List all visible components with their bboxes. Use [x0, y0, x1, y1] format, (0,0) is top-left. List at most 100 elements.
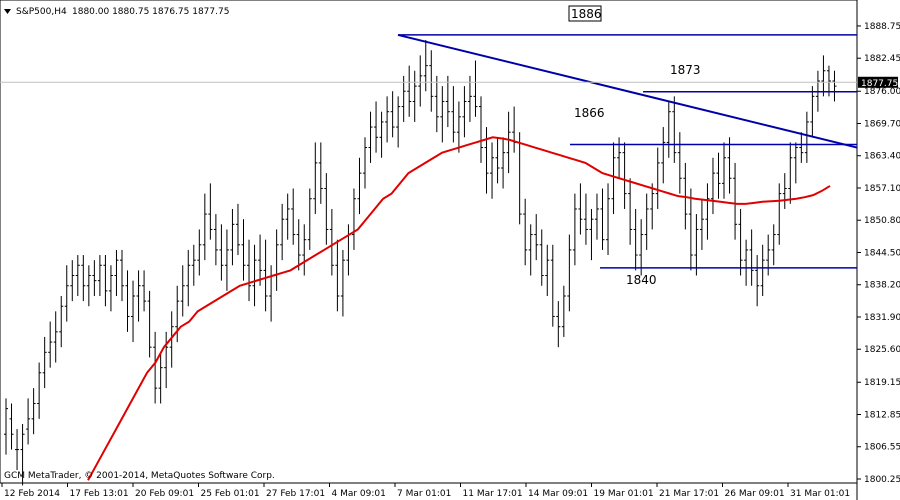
ohlc-bar	[291, 188, 296, 245]
ohlc-bar	[594, 193, 599, 240]
ohlc-bar	[131, 280, 136, 343]
ohlc-bar	[506, 111, 511, 174]
ohlc-bar	[164, 331, 169, 389]
level-labels: 1886 1873 1866 1840	[568, 5, 701, 287]
x-tick-label: 14 Mar 09:01	[528, 489, 588, 499]
y-tick-label: 1825.60	[864, 345, 900, 355]
ohlc-bar	[385, 96, 390, 143]
ohlc-bar	[688, 188, 693, 271]
ohlc-bar	[379, 111, 384, 158]
ohlc-bar	[467, 75, 472, 122]
chart-menu-triangle-icon[interactable]	[4, 9, 11, 14]
ohlc-bar	[583, 193, 588, 245]
ohlc-bar	[666, 101, 671, 158]
level-label: 1873	[670, 63, 701, 77]
ohlc-bar	[302, 224, 307, 276]
ohlc-bar	[755, 255, 760, 307]
ohlc-bar	[572, 193, 577, 266]
moving-average	[87, 136, 831, 481]
downtrend-line	[397, 33, 858, 149]
ohlc-bar	[639, 219, 644, 276]
ohlc-bar	[258, 234, 263, 286]
ohlc-bar	[296, 219, 301, 271]
ohlc-bar	[97, 255, 102, 296]
x-tick-label: 31 Mar 01:01	[790, 489, 850, 499]
level-label: 1866	[574, 106, 605, 120]
ohlc-bar	[777, 183, 782, 245]
ohlc-bar	[832, 70, 837, 102]
ohlc-bar	[103, 255, 108, 307]
y-tick-label: 1819.15	[864, 378, 900, 388]
ohlc-bar	[799, 132, 804, 163]
copyright-text: GCM MetaTrader, © 2001-2014, MetaQuotes …	[4, 471, 275, 481]
current-price-label: 1877.75	[861, 79, 898, 89]
ohlc-bar	[412, 70, 417, 122]
x-tick-label: 11 Mar 17:01	[463, 489, 523, 499]
ohlc-bar	[280, 203, 285, 261]
ohlc-bar	[175, 285, 180, 343]
ohlc-bar	[368, 111, 373, 163]
ohlc-bar	[788, 142, 793, 204]
ohlc-bar	[545, 244, 550, 296]
ohlc-bar	[478, 96, 483, 163]
ohlc-bar	[263, 239, 268, 312]
ohlc-bar	[59, 295, 64, 348]
ohlc-bar	[727, 137, 732, 194]
y-tick-label: 1838.20	[864, 281, 900, 291]
y-tick-label: 1800.25	[864, 475, 900, 485]
ohlc-bar	[710, 157, 715, 215]
y-tick-label: 1831.90	[864, 313, 900, 323]
x-tick-label: 17 Feb 13:01	[70, 489, 129, 499]
ohlc-bar	[733, 162, 738, 240]
level-label: 1840	[626, 273, 657, 287]
ohlc-bar	[191, 244, 196, 286]
ohlc-bar	[318, 142, 323, 204]
ohlc-bar	[534, 214, 539, 261]
ohlc-bar	[606, 183, 611, 256]
ohlc-bar	[313, 142, 318, 215]
y-tick-label: 1882.45	[864, 54, 900, 64]
ohlc-bar	[694, 214, 699, 276]
ohlc-bar	[285, 193, 290, 240]
ohlc-bar	[208, 183, 213, 240]
ohlc-bar	[119, 249, 124, 302]
ohlc-bar	[147, 290, 152, 358]
ohlc-bar	[357, 157, 362, 215]
ohlc-bar	[125, 270, 130, 332]
ohlc-bar	[202, 193, 207, 261]
ohlc-bar	[70, 260, 75, 302]
x-tick-label: 26 Mar 09:01	[725, 489, 785, 499]
chart-ohlc-readout: 1880.00 1880.75 1876.75 1877.75	[72, 7, 229, 17]
ohlc-bar	[782, 173, 787, 209]
ohlc-bar	[335, 239, 340, 312]
ohlc-bar	[213, 214, 218, 266]
x-tick-label: 12 Feb 2014	[4, 489, 60, 499]
ohlc-bar	[75, 255, 80, 296]
ohlc-bar	[224, 229, 229, 291]
ohlc-bar	[793, 142, 798, 184]
ohlc-bar	[804, 111, 809, 163]
y-tick-label: 1806.55	[864, 443, 900, 453]
ohlc-bar	[252, 244, 257, 307]
ohlc-bar	[434, 75, 439, 133]
ohlc-bar	[180, 265, 185, 317]
ohlc-bar	[462, 86, 467, 138]
ohlc-bar	[744, 239, 749, 286]
ohlc-bar	[197, 229, 202, 276]
ohlc-bar	[821, 55, 826, 97]
ohlc-bar	[528, 224, 533, 276]
ohlc-bar	[633, 208, 638, 271]
ohlc-bar	[396, 96, 401, 148]
ohlc-bar	[340, 249, 345, 317]
level-label-box	[568, 5, 602, 22]
ohlc-bar	[672, 96, 677, 163]
ohlc-bar	[677, 132, 682, 194]
ohlc-bar	[429, 50, 434, 112]
x-tick-label: 4 Mar 09:01	[332, 489, 386, 499]
ohlc-bar	[374, 101, 379, 153]
ohlc-bar	[235, 203, 240, 256]
ohlc-bar	[26, 398, 31, 445]
y-tick-label: 1888.75	[864, 22, 900, 32]
trend-lines	[0, 33, 858, 269]
